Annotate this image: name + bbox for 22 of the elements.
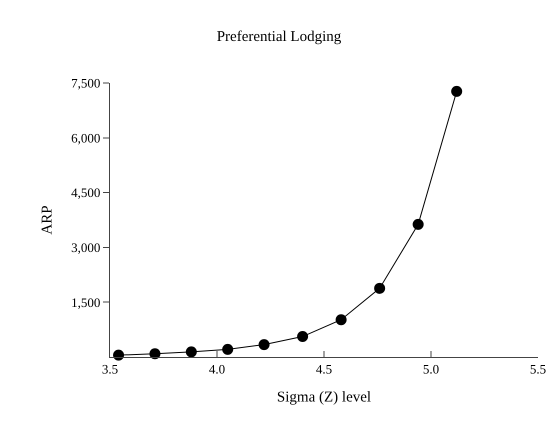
x-axis-title: Sigma (Z) level [276, 390, 372, 406]
x-tick-label: 4.0 [208, 362, 226, 377]
y-axis-title: ARP [39, 205, 56, 235]
y-tick-label: 4,500 [71, 185, 100, 200]
point [336, 314, 347, 326]
x-tick-label: 5.0 [422, 362, 440, 377]
chart-title: Preferential Lodging [216, 29, 342, 46]
point [451, 86, 462, 97]
point [374, 282, 386, 294]
point [297, 331, 308, 342]
x-tick-label: 4.5 [316, 362, 332, 377]
y-tick-label: 6,000 [71, 130, 100, 146]
point [222, 344, 234, 355]
y-tick-label: 7,500 [71, 76, 100, 91]
x-tick-label: 5.5 [530, 362, 546, 377]
point [149, 348, 160, 360]
y-tick-label: 1,500 [71, 294, 100, 310]
point [258, 339, 270, 350]
point [412, 218, 424, 230]
y-tick-label: 3,000 [71, 240, 100, 255]
x-tick-label: 3.5 [102, 362, 118, 377]
point [186, 346, 197, 358]
